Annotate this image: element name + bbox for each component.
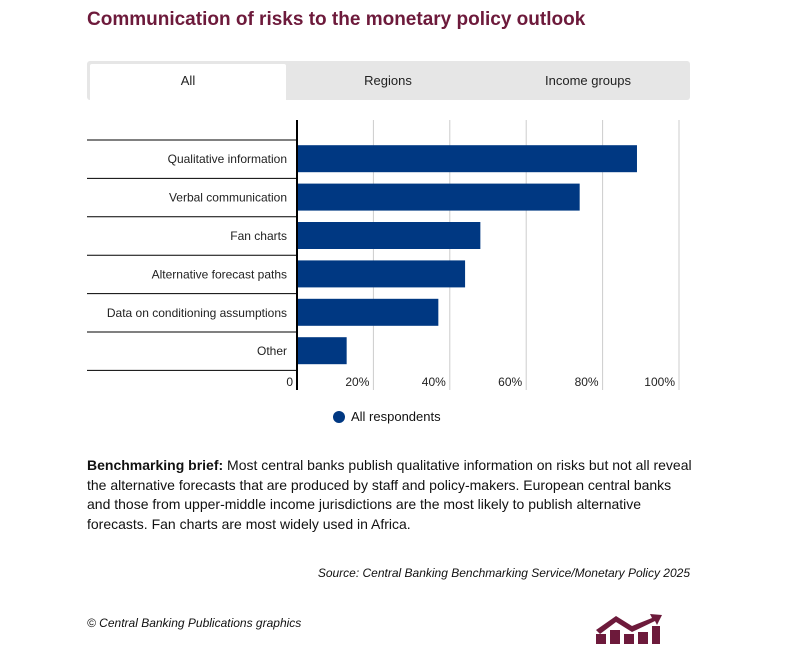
tab-bar: All Regions Income groups	[87, 61, 690, 100]
category-label: Alternative forecast paths	[152, 267, 287, 281]
x-tick-label: 100%	[644, 375, 675, 389]
copyright: © Central Banking Publications graphics	[87, 616, 302, 630]
legend: All respondents	[333, 409, 441, 424]
brief-label: Benchmarking brief:	[87, 457, 224, 473]
source-note: Source: Central Banking Benchmarking Ser…	[317, 566, 690, 580]
page-title: Communication of risks to the monetary p…	[87, 9, 586, 30]
x-tick-label: 20%	[345, 375, 369, 389]
tab-income-groups[interactable]: Income groups	[545, 73, 631, 88]
category-label: Fan charts	[230, 229, 287, 243]
x-tick-label: 40%	[422, 375, 446, 389]
bar-data-on-conditioning-assumptions	[297, 298, 439, 326]
category-label: Data on conditioning assumptions	[107, 306, 287, 320]
x-tick-label: 80%	[575, 375, 599, 389]
bar-qualitative-information	[297, 145, 637, 173]
bar-alternative-forecast-paths	[297, 260, 466, 288]
bar-verbal-communication	[297, 183, 580, 211]
category-label: Other	[257, 344, 287, 358]
bar-other	[297, 337, 347, 365]
legend-label[interactable]: All respondents	[351, 409, 441, 424]
category-label: Verbal communication	[169, 191, 287, 205]
x-tick-label: 0	[286, 375, 293, 389]
tab-regions[interactable]: Regions	[364, 73, 412, 88]
category-label: Qualitative information	[168, 152, 287, 166]
x-tick-label: 60%	[498, 375, 522, 389]
central-banking-logo	[596, 614, 662, 644]
legend-marker	[333, 410, 345, 423]
benchmarking-brief: Benchmarking brief: Most central banks p…	[87, 456, 697, 534]
tab-all[interactable]: All	[90, 64, 286, 100]
bar-fan-charts	[297, 222, 481, 249]
bar-chart: 0 20% 40% 60% 80% 100% Qualitative information…	[87, 120, 680, 390]
brief-text: Most central banks publish qualitative i…	[87, 457, 692, 532]
